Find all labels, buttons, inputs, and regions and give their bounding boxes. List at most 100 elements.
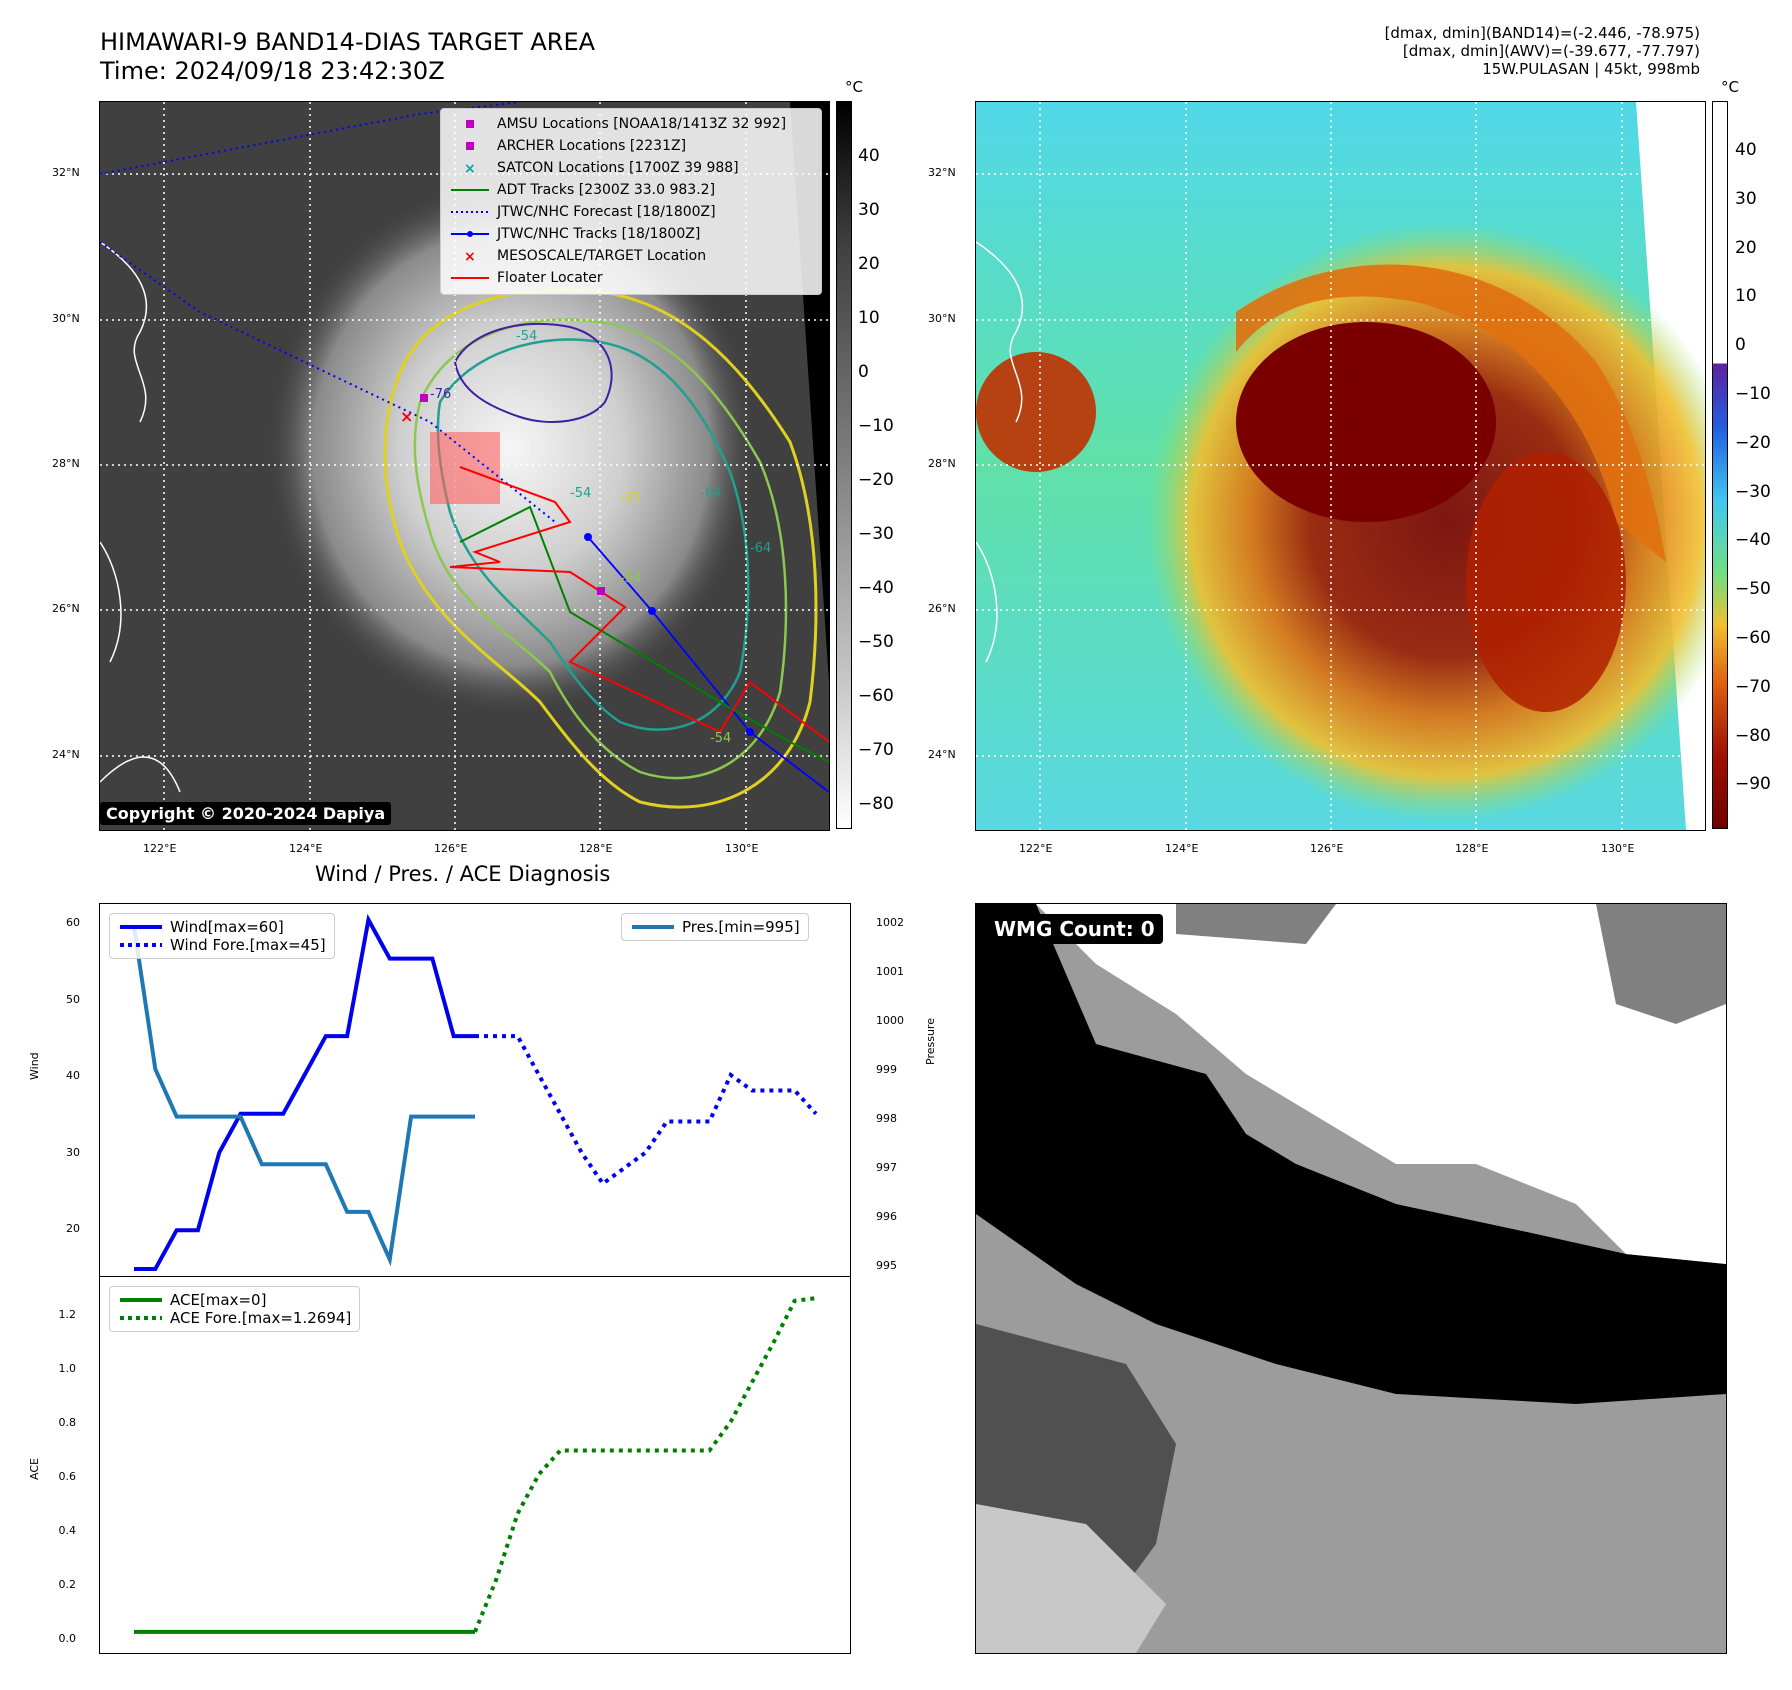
series-line [132, 925, 475, 1267]
title-line-1: HIMAWARI-9 BAND14-DIAS TARGET AREA [100, 28, 596, 56]
map-legend-item: × SATCON Locations [1700Z 39 988] [449, 157, 813, 179]
copyright-label: Copyright © 2020-2024 Dapiya [100, 802, 392, 825]
legend-wind-fore: Wind Fore.[max=45] [170, 936, 326, 954]
legend-ace-fore: ACE Fore.[max=1.2694] [170, 1309, 352, 1327]
jtwc-track [587, 536, 829, 793]
ace-legend: ACE[max=0] ACE Fore.[max=1.2694] [109, 1286, 361, 1332]
series-line [475, 1034, 818, 1187]
contour-teal [436, 338, 750, 731]
lon-label: 130°E [1601, 842, 1635, 855]
legend-swatch [466, 120, 474, 128]
contour-green [413, 318, 788, 780]
colorbar-tick: −70 [1735, 676, 1771, 697]
colorbar-tick: −80 [1735, 725, 1771, 746]
diagnosis-title: Wind / Pres. / ACE Diagnosis [315, 862, 611, 886]
wmg-panel: WMG Count: 0 [975, 903, 1727, 1654]
wmg-light-region [976, 1504, 1166, 1653]
colorbar-tick: −40 [1735, 530, 1771, 551]
info-band14: [dmax, dmin](BAND14)=(-2.446, -78.975) [1384, 24, 1700, 42]
colorbar-tick: −10 [1735, 384, 1771, 404]
colorbar-tick: −30 [1735, 481, 1771, 502]
axis-tick-label: 1000 [876, 1014, 904, 1027]
legend-swatch [451, 231, 489, 237]
awv-band-east [1466, 452, 1626, 712]
lon-label: 128°E [579, 842, 613, 855]
colorbar-tick: 10 [858, 308, 880, 328]
target-marker: × [400, 407, 413, 426]
legend-swatch [451, 211, 489, 213]
contour-label: -54 [516, 329, 537, 344]
lat-label: 24°N [52, 748, 80, 761]
coastline [976, 241, 1024, 663]
series-line [473, 1296, 817, 1633]
amsu-marker [597, 587, 605, 595]
colorbar-tick: 30 [1735, 188, 1757, 209]
contour-label: -76 [430, 387, 451, 402]
colorbar-unit: °C [1721, 78, 1739, 96]
map-legend-item: AMSU Locations [NOAA18/1413Z 32 992] [449, 113, 813, 135]
axis-tick-label: 50 [66, 992, 80, 1006]
awv-map [975, 101, 1706, 831]
lat-label: 28°N [928, 457, 956, 470]
lat-label: 26°N [928, 602, 956, 615]
wmg-gray-top [1176, 904, 1336, 944]
axis-tick-label: 30 [66, 1145, 80, 1159]
axis-tick-label: 20 [66, 1222, 80, 1235]
info-storm: 15W.PULASAN | 45kt, 998mb [1482, 60, 1700, 78]
colorbar-tick: 30 [858, 200, 880, 220]
lat-label: 30°N [52, 312, 80, 325]
legend-wind-row: Wind[max=60] [118, 918, 326, 936]
lon-label: 122°E [1019, 842, 1053, 855]
axis-tick-label: 1001 [876, 965, 904, 978]
colorbar-tick: −30 [858, 524, 894, 544]
colorbar-tick: 20 [858, 254, 880, 274]
axis-tick-label: 996 [876, 1210, 897, 1223]
svg-text:×: × [464, 161, 476, 176]
title-line-2: Time: 2024/09/18 23:42:30Z [100, 57, 445, 85]
axis-tick-label: 997 [876, 1161, 897, 1174]
cloud-shield [220, 142, 829, 822]
jtwc-forecast-track-north [100, 102, 521, 175]
colorbar-tick: −60 [1735, 628, 1771, 648]
lat-label: 32°N [928, 166, 956, 179]
wind-pressure-plot: Wind[max=60] Wind Fore.[max=45] Pres.[mi… [99, 903, 851, 1278]
legend-swatch [451, 189, 489, 191]
lon-label: 128°E [1455, 842, 1489, 855]
lat-label: 32°N [52, 166, 80, 179]
legend-wind: Wind[max=60] [170, 918, 284, 936]
coastline [100, 241, 181, 793]
map-legend-item: JTWC/NHC Forecast [18/1800Z] [449, 201, 813, 223]
svg-text:×: × [464, 249, 476, 264]
legend-label: SATCON Locations [1700Z 39 988] [497, 160, 739, 176]
legend-pres: Pres.[min=995] [682, 918, 800, 936]
lat-label: 24°N [928, 748, 956, 761]
legend-ace-swatch [120, 1298, 162, 1302]
lat-label: 26°N [52, 602, 80, 615]
colorbar-tick: −10 [858, 416, 894, 436]
ace-svg [134, 1296, 817, 1634]
storm-info: [dmax, dmin](BAND14)=(-2.446, -78.975) [… [1385, 24, 1700, 78]
lon-label: 126°E [434, 842, 468, 855]
map-legend-item: Floater Locater [449, 267, 813, 289]
contour-yellow [383, 288, 818, 809]
pressure-axis-label: Pressure [924, 1018, 937, 1065]
wind-pressure-svg [132, 913, 818, 1271]
legend-wind-fore-swatch [120, 943, 162, 947]
map-legend: AMSU Locations [NOAA18/1413Z 32 992] ARCH… [440, 108, 822, 295]
colorbar-tick: −60 [858, 686, 894, 706]
lon-label: 124°E [289, 842, 323, 855]
map-legend-item: × MESOSCALE/TARGET Location [449, 245, 813, 267]
awv-colorbar [1712, 101, 1728, 829]
map-legend-item: JTWC/NHC Tracks [18/1800Z] [449, 223, 813, 245]
band14-map: × -54 -76 -64 -54 -64 -31 -54 -54 AMSU L… [99, 101, 830, 831]
axis-tick-label: 40 [66, 1069, 80, 1082]
axis-tick-label: 0.2 [58, 1578, 77, 1591]
legend-ace-fore-swatch [120, 1316, 162, 1320]
legend-pres-row: Pres.[min=995] [630, 918, 800, 936]
colorbar-tick: 40 [1735, 140, 1757, 160]
axis-tick-label: 0.4 [58, 1524, 77, 1537]
adt-track [459, 505, 829, 763]
contour-label: -54 [620, 571, 641, 586]
wmg-black-region [976, 904, 1726, 1404]
colorbar-tick: −90 [1735, 774, 1771, 795]
